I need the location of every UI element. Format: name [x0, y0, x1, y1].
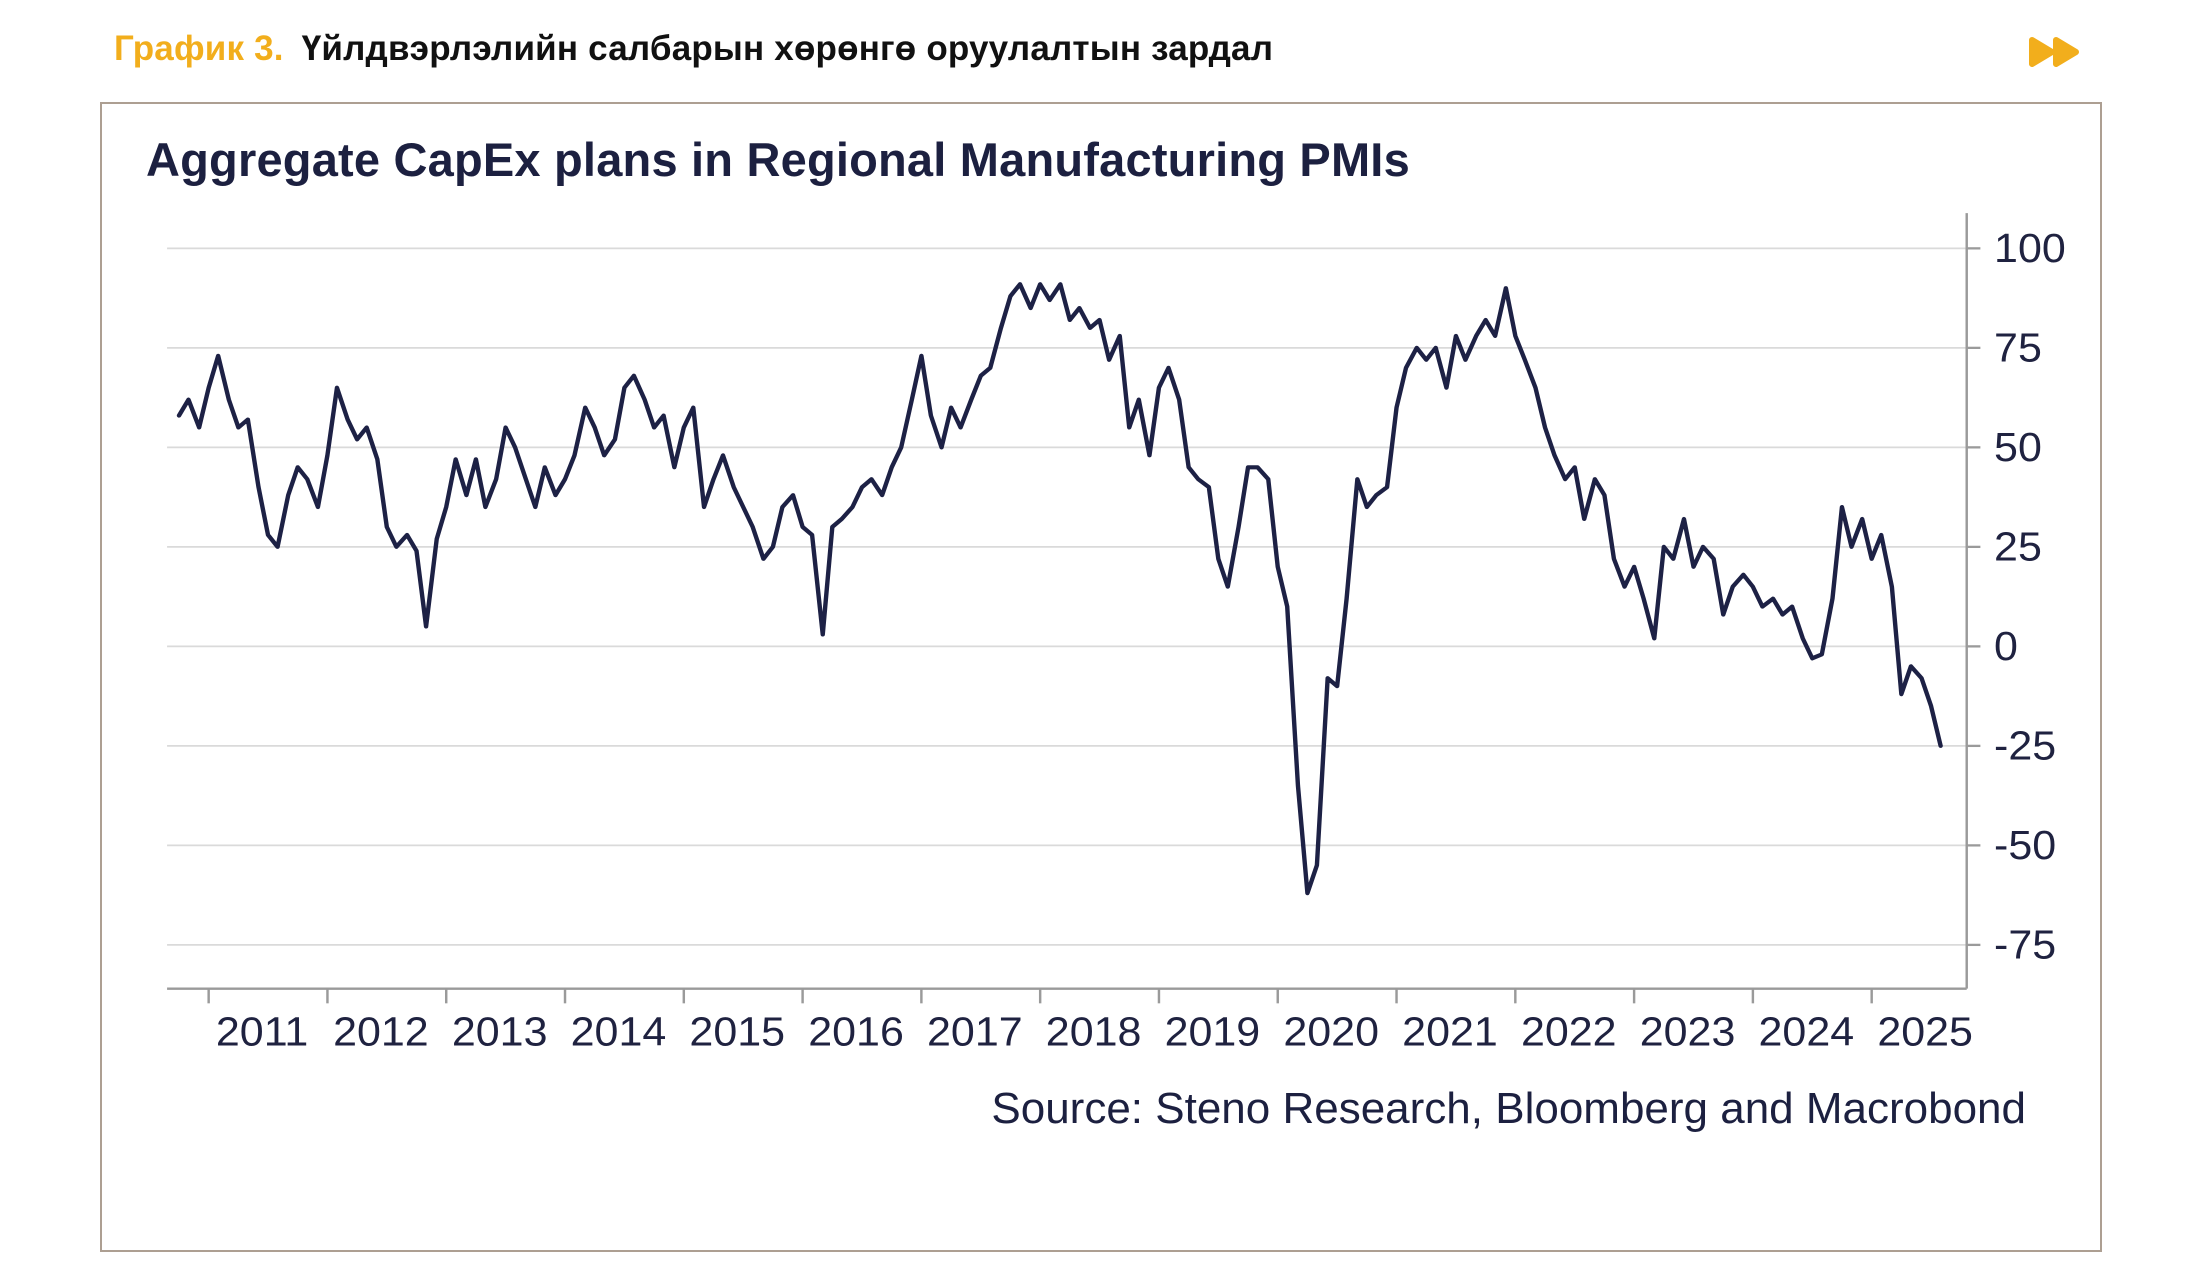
figure-number-label: График 3. [114, 29, 284, 68]
y-tick-label: -25 [1994, 723, 2056, 768]
capex-series-line [176, 282, 1943, 896]
header-text: График 3. Үйлдвэрлэлийн салбарын хөрөнгө … [114, 28, 1273, 70]
x-tick-label: 2014 [571, 1009, 667, 1054]
figure-title: Үйлдвэрлэлийн салбарын хөрөнгө оруулалты… [301, 29, 1274, 68]
x-tick-label: 2022 [1521, 1009, 1617, 1054]
x-tick-label: 2012 [333, 1009, 429, 1054]
y-tick-label: 50 [1994, 424, 2042, 469]
y-tick-label: -50 [1994, 822, 2056, 867]
x-tick-label: 2013 [452, 1009, 548, 1054]
x-tick-label: 2018 [1046, 1009, 1142, 1054]
y-tick-label: -75 [1994, 922, 2056, 967]
x-tick-label: 2011 [216, 1009, 308, 1054]
x-tick-label: 2016 [808, 1009, 904, 1054]
y-tick-label: 75 [1994, 325, 2042, 370]
fast-forward-icon[interactable] [2026, 32, 2084, 72]
y-axis-labels: 100 75 50 25 0 -25 -50 -75 [1994, 225, 2066, 967]
chart-title: Aggregate CapEx plans in Regional Manufa… [146, 133, 1410, 186]
x-tick-label: 2025 [1877, 1009, 1973, 1054]
y-tick-label: 100 [1994, 225, 2066, 270]
y-tick-label: 0 [1994, 623, 2018, 668]
x-tick-label: 2024 [1759, 1009, 1855, 1054]
y-tick-label: 25 [1994, 524, 2042, 569]
x-tick-label: 2015 [689, 1009, 785, 1054]
x-axis-labels: 2011 2012 2013 2014 2015 2016 2017 2018 2019 2020… [207, 988, 1973, 1054]
header: График 3. Үйлдвэрлэлийн салбарын хөрөнгө … [100, 28, 2102, 72]
source-text: Source: Steno Research, Bloomberg and Ma… [991, 1084, 2026, 1133]
x-tick-label: 2021 [1402, 1009, 1498, 1054]
x-tick-label: 2019 [1165, 1009, 1261, 1054]
x-tick-label: 2020 [1283, 1009, 1379, 1054]
x-tick-label: 2017 [927, 1009, 1023, 1054]
chart-container: Aggregate CapEx plans in Regional Manufa… [100, 102, 2102, 1252]
gridlines [167, 247, 1981, 947]
x-tick-label: 2023 [1640, 1009, 1736, 1054]
